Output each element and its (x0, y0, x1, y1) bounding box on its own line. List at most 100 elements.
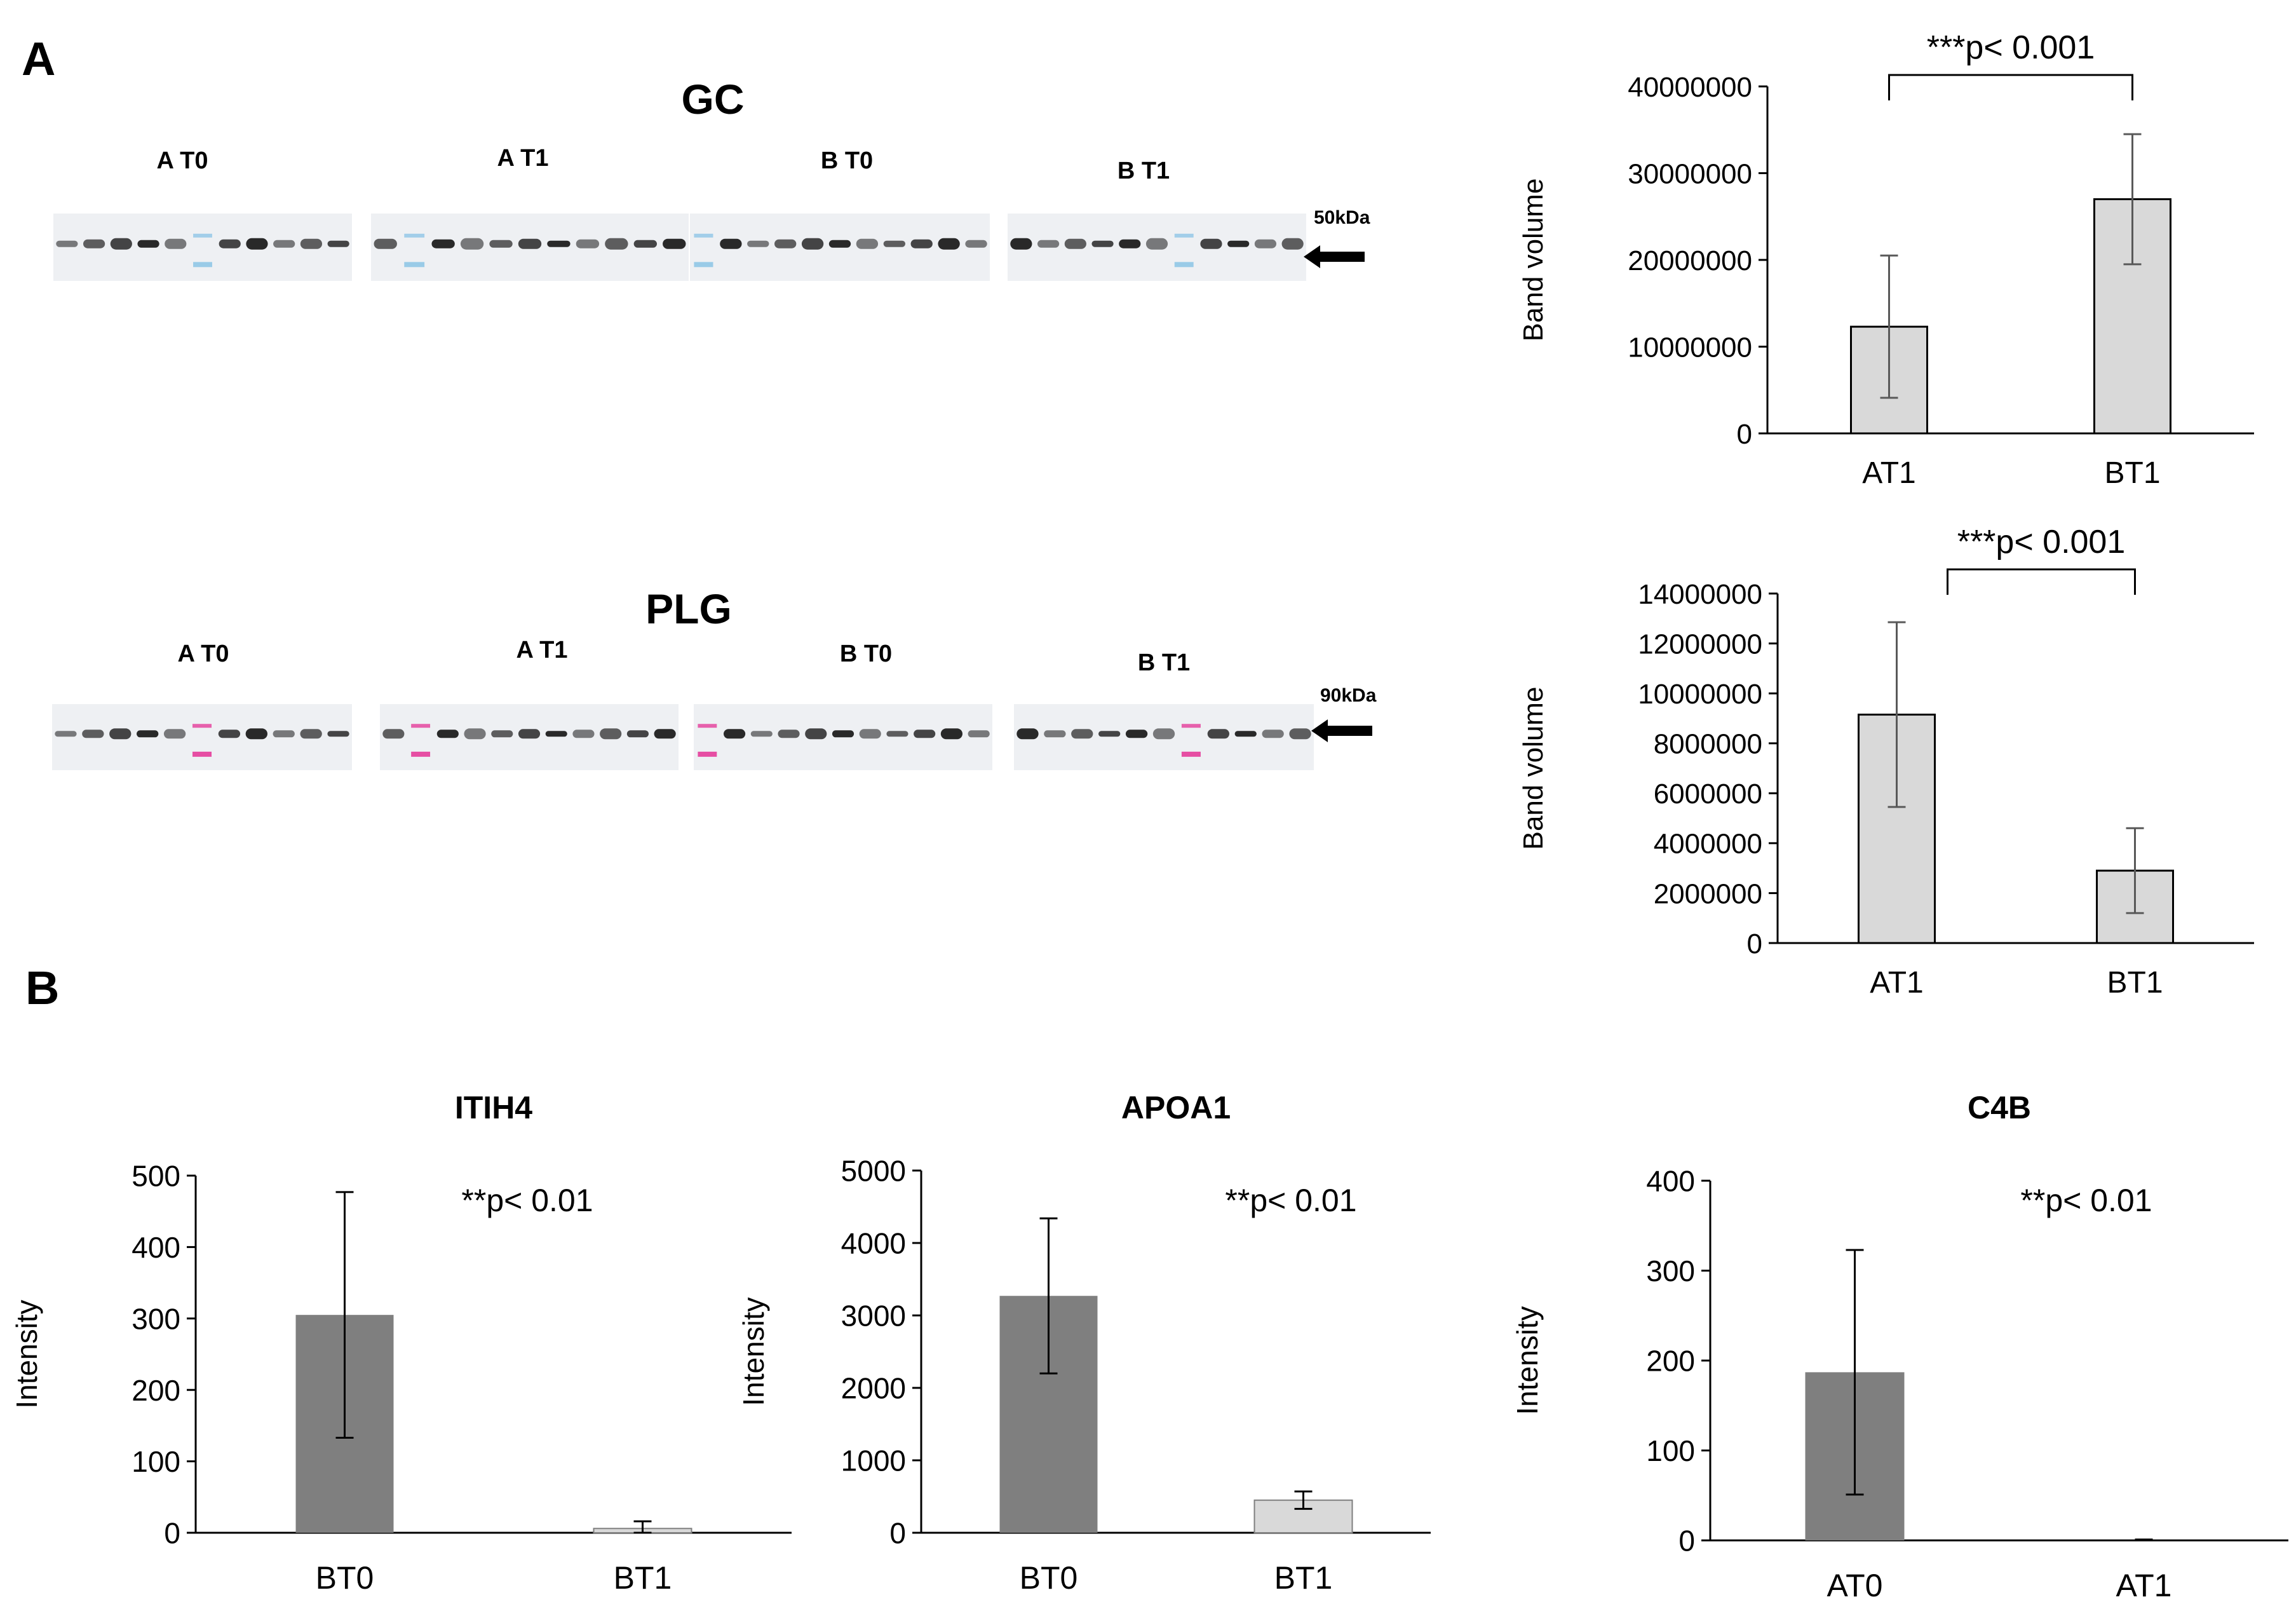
y-axis-label: Intensity (737, 1297, 770, 1406)
blot-band (1016, 728, 1039, 740)
itih4-intensity-chart: 0 100 200 300 400 500 Intensity ITIH4 BT0 BT1 **p<… (10, 1090, 792, 1596)
blot-band (720, 238, 742, 249)
plg-lane-label: A T1 (516, 637, 568, 663)
y-tick-label: 40000000 (1628, 72, 1752, 103)
blot-band (327, 731, 349, 737)
plg-lane-label: B T1 (1137, 649, 1191, 676)
blot-band (968, 730, 990, 738)
y-tick-label: 10000000 (1628, 332, 1752, 363)
blot-band (491, 730, 513, 738)
y-tick-label: 300 (132, 1302, 180, 1335)
blot-band (1234, 731, 1257, 737)
y-tick-label: 10000000 (1638, 679, 1762, 710)
blot-band (547, 240, 571, 247)
blot-band (273, 240, 295, 248)
blot-band (1044, 730, 1066, 738)
blot-marker-band (1174, 233, 1194, 238)
blot-band (431, 239, 455, 248)
blot-marker-band (694, 233, 713, 238)
y-tick-label: 6000000 (1654, 778, 1762, 810)
x-tick-label: AT0 (1827, 1568, 1883, 1603)
blot-band (165, 238, 187, 249)
blot-band (1281, 238, 1304, 250)
y-tick-label: 0 (1747, 928, 1762, 960)
blot-band (218, 730, 241, 738)
blot-marker-band (698, 751, 717, 757)
gc-band-volume-chart: 0 10000000 20000000 30000000 40000000 Band vo… (1518, 29, 2254, 490)
blot-band (724, 729, 746, 739)
blot-band (572, 730, 595, 738)
y-tick-label: 4000 (841, 1227, 906, 1260)
significance-bracket (1947, 568, 2136, 595)
significance-label: ***p< 0.001 (1927, 29, 2095, 66)
chart-title: C4B (1968, 1090, 2031, 1125)
blot-marker-band (411, 751, 431, 757)
blot-marker-band (193, 262, 212, 268)
blot-band-canvas (1016, 724, 1311, 757)
y-tick-label: 4000000 (1654, 829, 1762, 860)
gc-blot-strip (371, 214, 689, 281)
blot-band (518, 729, 541, 739)
blot-band (1262, 730, 1284, 738)
significance-bracket (1888, 74, 2133, 100)
panel-label-b: B (25, 961, 60, 1014)
blot-band (654, 729, 676, 739)
blot-band (1098, 731, 1121, 737)
blot-marker-band (404, 262, 425, 268)
blot-band (778, 730, 800, 738)
blot-band (300, 238, 322, 249)
blot-band (750, 731, 773, 737)
plg-blot-strip (694, 704, 992, 770)
blot-band (109, 728, 132, 740)
blot-marker-band (192, 751, 212, 757)
gc-blot-strip (690, 214, 990, 281)
blot-band (1119, 239, 1141, 248)
gc-lane-label: B T1 (1117, 158, 1170, 184)
y-tick-label: 0 (1737, 419, 1752, 450)
blot-band (914, 730, 936, 738)
blot-band (219, 239, 241, 248)
blot-band-canvas (55, 724, 349, 757)
x-tick-label: AT1 (1870, 966, 1923, 1000)
plg-arrow-icon (1311, 719, 1372, 742)
blot-band (1207, 729, 1229, 739)
blot-marker-band (404, 233, 425, 238)
significance-label: ***p< 0.001 (1957, 524, 2126, 560)
blot-band (1227, 240, 1250, 247)
plg-blot-strip (380, 704, 679, 770)
y-tick-label: 2000 (841, 1372, 906, 1405)
gc-marker-label: 50kDa (1314, 207, 1370, 228)
c4b-intensity-chart: 0 100 200 300 400 Intensity C4B AT0 AT1 **p< 0.01 (1511, 1090, 2288, 1603)
y-tick-label: 300 (1646, 1254, 1695, 1287)
gc-lane-label: A T1 (497, 145, 549, 172)
y-tick-label: 400 (1646, 1165, 1695, 1198)
y-tick-label: 30000000 (1628, 158, 1752, 189)
blot-marker-band (193, 233, 212, 238)
x-tick-label: AT1 (1862, 456, 1915, 490)
blot-band (1254, 239, 1276, 248)
significance-label: **p< 0.01 (1225, 1183, 1356, 1218)
blot-band (245, 728, 267, 740)
blot-band (82, 730, 104, 738)
blot-band (246, 238, 268, 250)
blot-band (1125, 730, 1148, 738)
blot-band (747, 240, 769, 247)
blot-band (1152, 728, 1175, 740)
blot-band-canvas (698, 724, 990, 757)
blot-band (883, 240, 905, 247)
y-axis-label: Band volume (1518, 687, 1549, 850)
blot-band (633, 240, 657, 248)
blot-band (774, 239, 797, 248)
blot-band (273, 730, 295, 738)
y-axis-label: Intensity (1511, 1306, 1544, 1415)
blot-band (1010, 238, 1032, 250)
blot-marker-band (411, 724, 431, 728)
blot-band (856, 238, 879, 249)
x-tick-label: BT1 (2104, 456, 2160, 490)
y-tick-label: 400 (132, 1231, 180, 1264)
blot-band (910, 239, 933, 248)
blot-band (55, 731, 77, 737)
blot-band (300, 729, 322, 739)
blot-band (801, 238, 824, 250)
plg-marker-label: 90kDa (1320, 685, 1377, 706)
